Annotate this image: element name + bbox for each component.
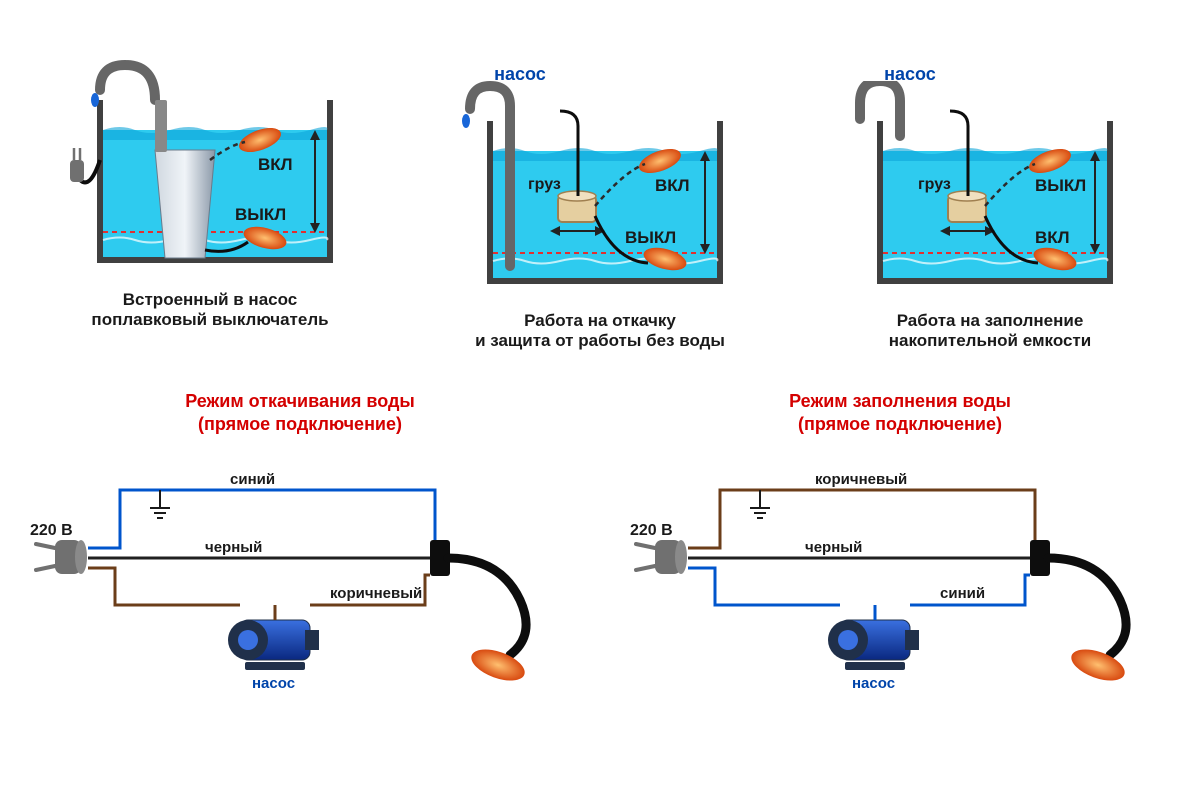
pump-label-w1: насос xyxy=(252,675,295,692)
pump-motor-icon-1 xyxy=(228,605,319,670)
label-off-3: ВКЛ xyxy=(1035,228,1070,247)
wiring-title-1: Режим откачивания воды (прямое подключен… xyxy=(185,390,415,435)
pump-motor-icon-2 xyxy=(828,605,919,670)
wiring-title-2: Режим заполнения воды (прямое подключени… xyxy=(789,390,1011,435)
pump-label-2: насос xyxy=(494,64,546,85)
tank-block-3: насос xyxy=(820,60,1160,352)
weight-label-3: груз xyxy=(918,176,951,193)
wiring-row: Режим откачивания воды (прямое подключен… xyxy=(0,390,1200,720)
label-on-1: ВКЛ xyxy=(258,155,293,174)
wire-bot-2: синий xyxy=(940,585,985,602)
wt1-l1: Режим откачивания воды xyxy=(185,391,415,411)
caption-2-l2: и защита от работы без воды xyxy=(475,331,725,350)
caption-1-l1: Встроенный в насос xyxy=(123,290,297,309)
tank-svg-3: груз ВЫКЛ ВКЛ xyxy=(840,81,1140,301)
wt1-l2: (прямое подключение) xyxy=(198,414,402,434)
wiring-svg-2: 220 В коричневый черный синий xyxy=(630,440,1170,720)
caption-3: Работа на заполнение накопительной емкос… xyxy=(889,311,1091,352)
pump-label-3: насос xyxy=(884,64,936,85)
wire-mid-1: черный xyxy=(205,539,262,556)
weight-label-2: груз xyxy=(528,176,561,193)
wire-top-1: синий xyxy=(230,471,275,488)
tank-row: ВКЛ ВЫКЛ Встроенный в насос поплавковый … xyxy=(0,60,1200,352)
page: ВКЛ ВЫКЛ Встроенный в насос поплавковый … xyxy=(0,0,1200,800)
tank-svg-2: груз ВКЛ ВЫКЛ xyxy=(450,81,750,301)
label-on-2: ВКЛ xyxy=(655,176,690,195)
caption-2: Работа на откачку и защита от работы без… xyxy=(475,311,725,352)
label-off-2: ВЫКЛ xyxy=(625,228,676,247)
wire-top-2: коричневый xyxy=(815,471,907,488)
caption-1: Встроенный в насос поплавковый выключате… xyxy=(91,290,328,331)
voltage-2: 220 В xyxy=(630,522,673,539)
wiring-svg-1: 220 В синий черный кори xyxy=(30,440,570,720)
wire-mid-2: черный xyxy=(805,539,862,556)
wt2-l2: (прямое подключение) xyxy=(798,414,1002,434)
tank-block-1: ВКЛ ВЫКЛ Встроенный в насос поплавковый … xyxy=(40,60,380,352)
voltage-1: 220 В xyxy=(30,522,73,539)
wt2-l1: Режим заполнения воды xyxy=(789,391,1011,411)
plug-icon xyxy=(36,540,87,574)
tank-svg-1: ВКЛ ВЫКЛ xyxy=(60,60,360,280)
plug-icon-2 xyxy=(636,540,687,574)
wiring-block-2: Режим заполнения воды (прямое подключени… xyxy=(620,390,1180,720)
label-on-3: ВЫКЛ xyxy=(1035,176,1086,195)
caption-2-l1: Работа на откачку xyxy=(524,311,676,330)
caption-3-l1: Работа на заполнение xyxy=(897,311,1084,330)
label-off-1: ВЫКЛ xyxy=(235,205,286,224)
caption-1-l2: поплавковый выключатель xyxy=(91,310,328,329)
pump-label-w2: насос xyxy=(852,675,895,692)
caption-3-l2: накопительной емкости xyxy=(889,331,1091,350)
tank-block-2: насос xyxy=(430,60,770,352)
wiring-block-1: Режим откачивания воды (прямое подключен… xyxy=(20,390,580,720)
wire-bot-1: коричневый xyxy=(330,585,422,602)
